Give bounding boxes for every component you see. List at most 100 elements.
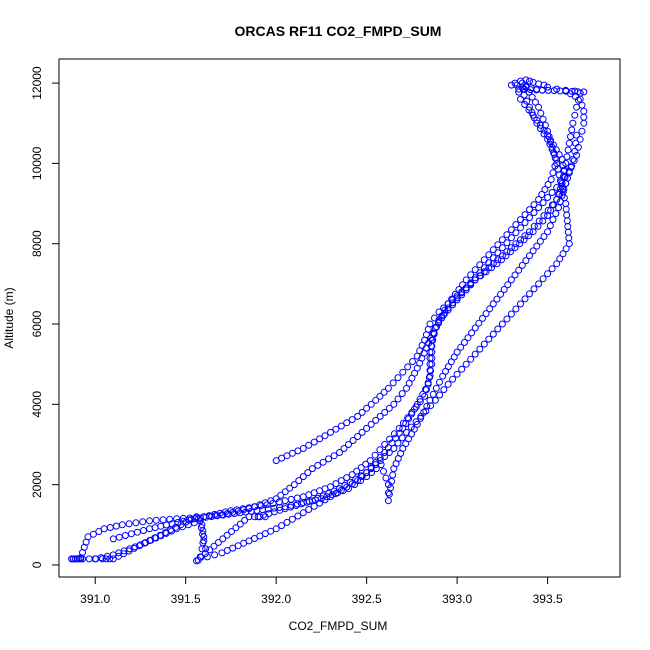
data-point	[476, 345, 484, 353]
data-point	[564, 228, 572, 236]
data-point	[441, 306, 449, 314]
data-point	[159, 516, 167, 524]
data-point	[536, 237, 544, 245]
data-point	[511, 271, 519, 279]
data-point	[395, 424, 403, 432]
data-point	[525, 232, 533, 240]
data-point	[571, 87, 579, 95]
x-tick-label: 391.5	[171, 592, 201, 606]
data-point	[497, 290, 505, 298]
data-point	[381, 453, 389, 460]
data-point	[580, 119, 588, 127]
data-point	[507, 81, 515, 89]
data-point	[573, 103, 581, 111]
data-point	[413, 420, 421, 428]
data-point	[372, 459, 380, 467]
data-point	[568, 126, 576, 134]
data-point	[489, 300, 497, 308]
data-point	[336, 485, 343, 493]
data-point	[299, 473, 307, 481]
data-point	[471, 276, 479, 284]
data-point	[449, 301, 457, 309]
data-point	[458, 365, 466, 373]
data-point	[475, 319, 483, 327]
data-point	[460, 339, 468, 346]
data-point	[385, 404, 393, 412]
y-tick-label: 10000	[30, 146, 44, 180]
data-point	[565, 240, 573, 248]
data-point	[544, 228, 552, 236]
data-point	[349, 437, 357, 444]
data-point	[354, 412, 362, 420]
data-point	[84, 533, 92, 541]
data-point	[540, 212, 548, 220]
data-point	[132, 519, 140, 527]
data-point	[367, 420, 375, 428]
data-point	[433, 323, 441, 331]
data-point	[245, 513, 253, 521]
data-point	[530, 285, 538, 293]
data-point	[376, 392, 384, 400]
data-point	[479, 314, 486, 322]
data-point	[193, 513, 200, 521]
data-point	[498, 256, 505, 264]
data-point	[563, 153, 571, 161]
data-point	[574, 96, 582, 104]
data-point	[357, 464, 365, 472]
data-point	[564, 223, 572, 230]
data-point	[389, 379, 397, 387]
data-point	[541, 121, 549, 129]
data-point	[556, 198, 564, 206]
data-point	[556, 190, 564, 198]
data-point	[444, 380, 452, 388]
data-point	[327, 428, 334, 436]
data-point	[384, 497, 392, 505]
data-point	[526, 206, 533, 214]
data-point	[540, 126, 548, 134]
data-point	[563, 217, 571, 225]
data-point	[453, 292, 461, 300]
data-point	[196, 517, 204, 525]
data-point	[112, 522, 120, 530]
data-point	[384, 444, 392, 452]
data-point	[556, 255, 564, 263]
data-point	[380, 388, 388, 396]
data-point	[494, 241, 502, 249]
data-point	[363, 469, 371, 477]
data-point	[382, 474, 390, 482]
data-point	[482, 310, 490, 318]
data-point	[100, 525, 108, 533]
data-point	[388, 477, 396, 485]
data-point	[453, 370, 461, 378]
data-point	[337, 422, 345, 430]
data-point	[352, 475, 360, 483]
data-point	[565, 234, 573, 242]
data-point	[305, 506, 313, 513]
data-point	[394, 374, 402, 382]
data-point	[558, 180, 566, 187]
data-point	[518, 83, 526, 91]
data-point	[471, 350, 479, 358]
data-point	[152, 516, 160, 524]
data-point	[549, 216, 557, 224]
data-point	[206, 546, 214, 554]
data-point	[562, 205, 570, 213]
data-point	[521, 211, 529, 219]
data-point	[520, 236, 528, 244]
data-point	[381, 441, 389, 448]
data-point	[462, 286, 470, 294]
data-point	[573, 131, 581, 139]
data-point	[404, 363, 412, 371]
data-point	[321, 432, 329, 440]
data-point	[493, 260, 501, 268]
x-axis-label: CO2_FMPD_SUM	[289, 619, 388, 633]
data-point	[223, 531, 231, 539]
y-tick-label: 8000	[30, 230, 44, 257]
data-point	[548, 201, 556, 209]
data-point	[358, 408, 366, 416]
data-point	[372, 396, 380, 404]
data-point	[389, 471, 397, 479]
data-point	[547, 176, 555, 183]
chart-title: ORCAS RF11 CO2_FMPD_SUM	[235, 23, 442, 39]
